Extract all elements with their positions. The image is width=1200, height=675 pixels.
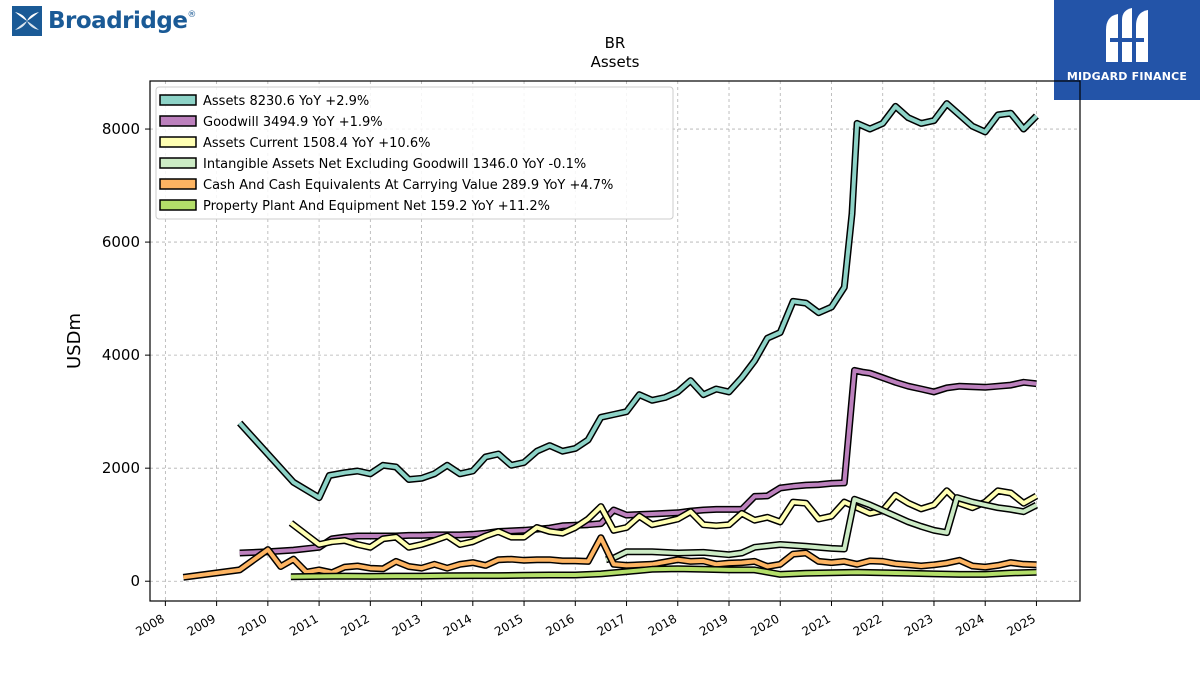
- legend-box: [155, 86, 674, 220]
- y-tick-label: 6000: [102, 233, 140, 251]
- broadridge-logo: Broadridge ®: [12, 6, 196, 36]
- x-tick-label: 2022: [851, 611, 884, 638]
- x-tick-label: 2024: [953, 611, 986, 638]
- x-tick-label: 2018: [646, 611, 679, 638]
- grid: [150, 81, 1080, 601]
- x-axis: 2008 2009 2010 2011 2012 2013 2014 2015 2016 2017…: [133, 601, 1038, 639]
- legend-swatch: [159, 115, 197, 127]
- y-tick-label: 8000: [102, 120, 140, 138]
- x-tick-label: 2023: [902, 611, 935, 638]
- series-5: [290, 565, 1037, 581]
- legend-label: Assets 8230.6 YoY +2.9%: [203, 94, 369, 109]
- midgard-wordmark: MIDGARD FINANCE: [1066, 70, 1188, 83]
- x-tick-label: 2014: [441, 611, 474, 638]
- series-line: [239, 368, 1037, 555]
- series-line: [289, 488, 1038, 550]
- legend-swatch: [159, 94, 197, 106]
- legend-label: Property Plant And Equipment Net 159.2 Y…: [203, 199, 550, 214]
- midgard-finance-logo: MIDGARD FINANCE: [1054, 0, 1200, 100]
- legend: Assets 8230.6 YoY +2.9% Goodwill 3494.9 Y…: [155, 86, 674, 220]
- series-outline: [288, 487, 1039, 551]
- legend-label: Assets Current 1508.4 YoY +10.6%: [203, 136, 430, 151]
- plot-frame: [149, 80, 1081, 602]
- x-tick-label: 2019: [697, 611, 730, 638]
- legend-swatch: [159, 178, 197, 190]
- series-0: [237, 100, 1039, 502]
- legend-swatch: [159, 157, 197, 169]
- y-axis-label: USDm: [64, 313, 85, 369]
- series-4: [182, 534, 1037, 581]
- x-tick-label: 2010: [236, 611, 269, 638]
- broadridge-mark-icon: [12, 6, 42, 36]
- series-line: [238, 101, 1038, 500]
- legend-swatch: [159, 199, 197, 211]
- chart-title: BR: [605, 34, 626, 52]
- series-layer: [182, 100, 1039, 581]
- y-axis: 0 2000 4000 6000 8000: [102, 120, 150, 590]
- x-tick-label: 2021: [800, 611, 833, 638]
- series-2: [288, 487, 1039, 551]
- registered-mark: ®: [187, 10, 197, 20]
- x-tick-label: 2009: [185, 611, 218, 638]
- series-line: [290, 566, 1037, 579]
- x-tick-label: 2012: [338, 611, 371, 638]
- broadridge-wordmark: Broadridge: [48, 8, 188, 34]
- x-tick-label: 2008: [133, 611, 166, 638]
- x-tick-label: 2015: [492, 611, 525, 638]
- series-line: [183, 535, 1037, 580]
- x-tick-label: 2025: [1004, 611, 1037, 638]
- x-tick-label: 2016: [543, 611, 576, 638]
- series-line: [605, 495, 1038, 562]
- series-1: [239, 366, 1037, 557]
- x-tick-label: 2017: [595, 611, 628, 638]
- midgard-mark-icon: [1106, 8, 1148, 62]
- legend-label: Cash And Cash Equivalents At Carrying Va…: [203, 178, 613, 193]
- legend-label: Intangible Assets Net Excluding Goodwill…: [203, 157, 586, 172]
- y-tick-label: 0: [130, 572, 140, 590]
- y-tick-label: 2000: [102, 459, 140, 477]
- legend-swatch: [159, 136, 197, 148]
- chart-subtitle: Assets: [591, 53, 640, 71]
- x-tick-label: 2011: [287, 611, 320, 638]
- legend-label: Goodwill 3494.9 YoY +1.9%: [203, 115, 383, 130]
- x-tick-label: 2013: [390, 611, 423, 638]
- x-tick-label: 2020: [748, 611, 781, 638]
- y-tick-label: 4000: [102, 346, 140, 364]
- series-3: [605, 494, 1039, 564]
